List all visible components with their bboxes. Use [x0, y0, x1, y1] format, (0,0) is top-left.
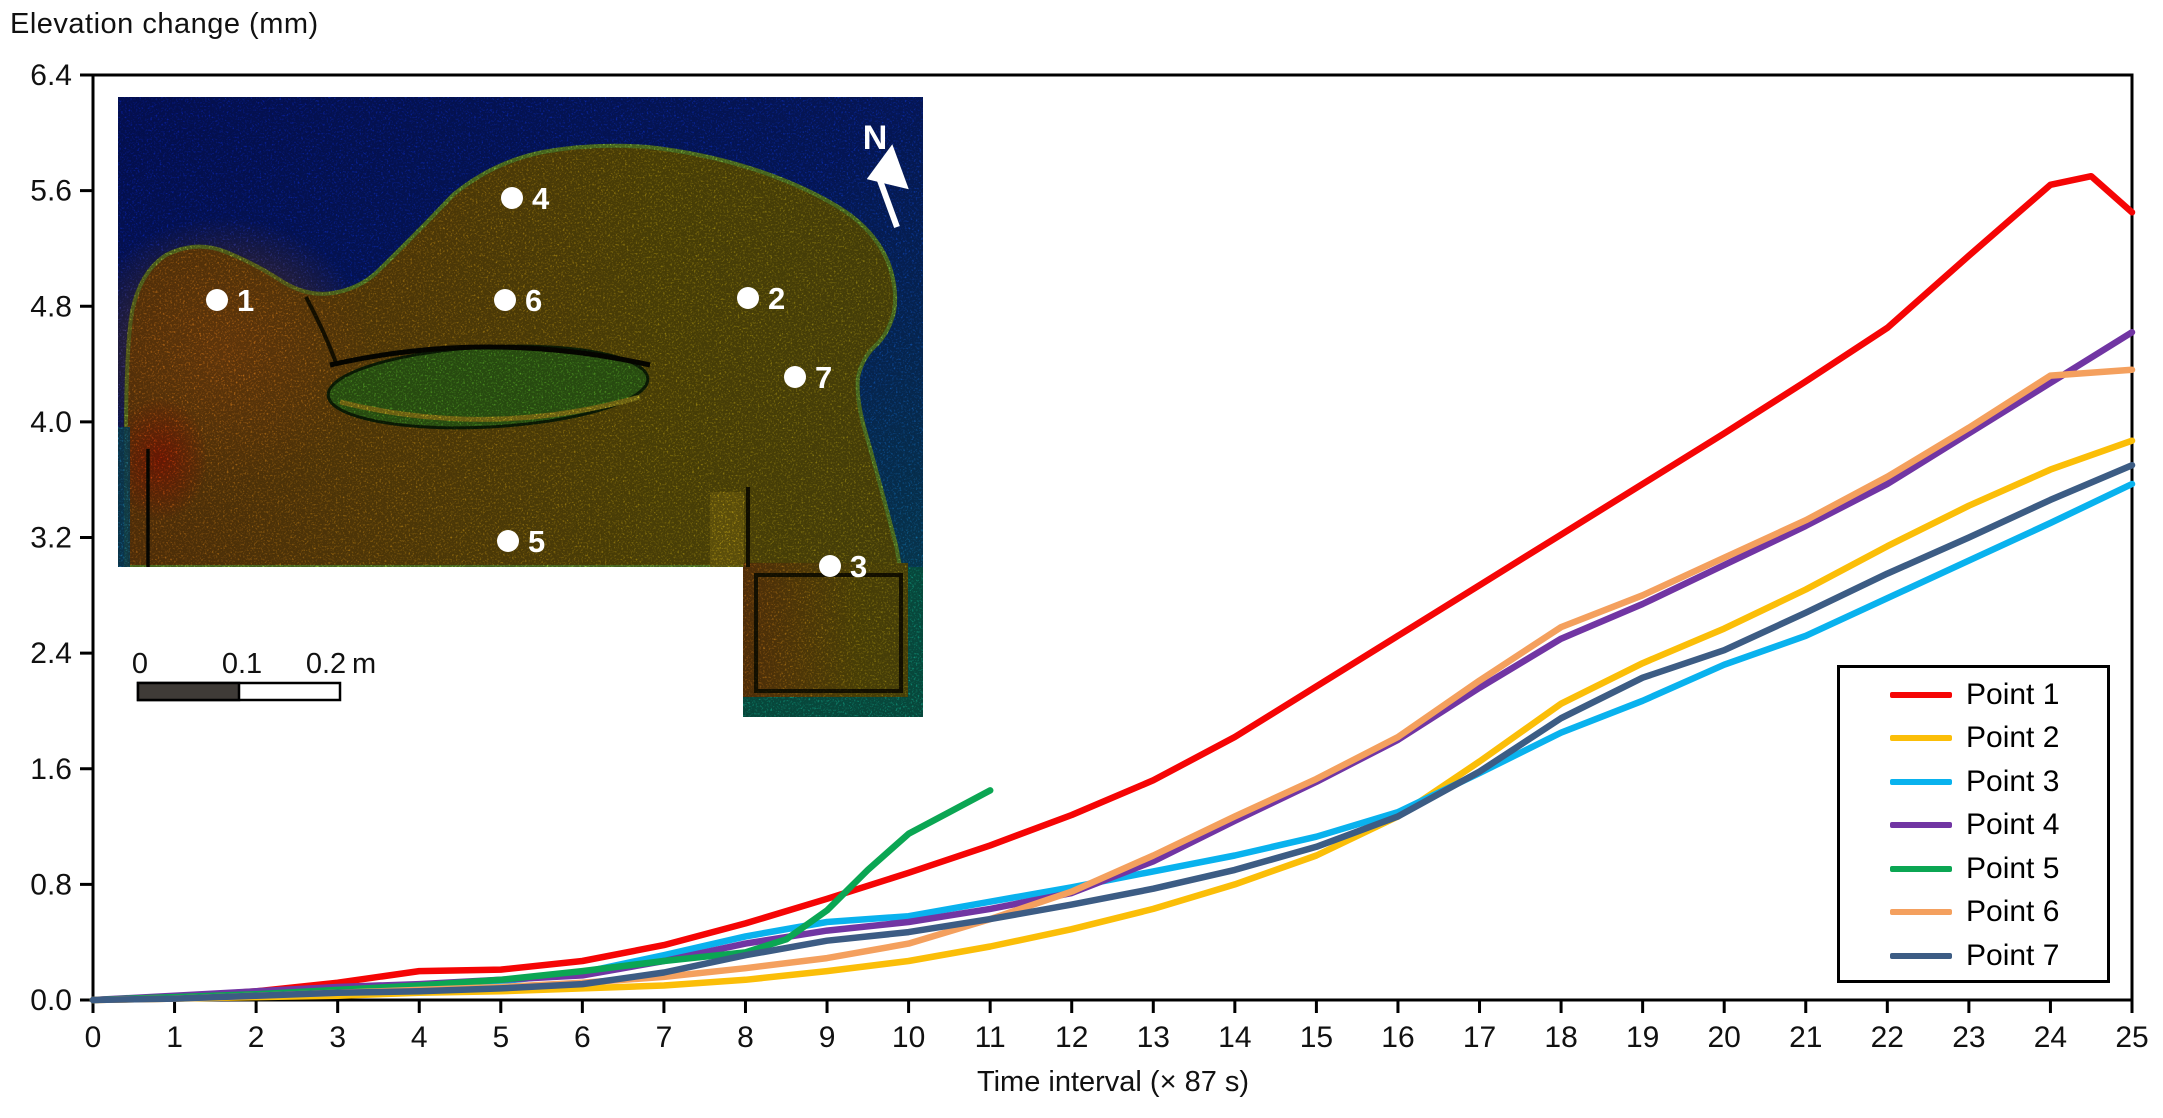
legend-item-point-7: Point 7 — [1840, 934, 2107, 978]
map-point-marker-5 — [497, 530, 519, 552]
legend-label: Point 4 — [1966, 808, 2060, 842]
scale-bar: 0 0.1 0.2 m — [132, 648, 376, 702]
x-tick-label: 18 — [1544, 1021, 1577, 1054]
x-axis-title: Time interval (× 87 s) — [976, 1066, 1250, 1098]
y-tick-label: 2.4 — [30, 637, 72, 670]
x-tick-label: 2 — [248, 1021, 265, 1054]
legend-swatch — [1890, 735, 1952, 742]
map-point-marker-2 — [737, 287, 759, 309]
legend-swatch — [1890, 822, 1952, 829]
legend: Point 1 Point 2 Point 3 Point 4 Point 5 Point… — [1837, 665, 2110, 983]
x-tick-label: 21 — [1789, 1021, 1822, 1054]
x-tick-label: 22 — [1871, 1021, 1904, 1054]
x-tick-label: 19 — [1626, 1021, 1659, 1054]
map-point-label-7: 7 — [815, 360, 832, 395]
x-tick-label: 23 — [1952, 1021, 1985, 1054]
x-tick-label: 8 — [737, 1021, 754, 1054]
x-tick-label: 5 — [492, 1021, 509, 1054]
x-tick-label: 7 — [656, 1021, 673, 1054]
map-point-label-4: 4 — [532, 181, 550, 216]
y-tick-label: 1.6 — [30, 753, 72, 786]
legend-item-point-6: Point 6 — [1840, 891, 2107, 935]
legend-label: Point 2 — [1966, 721, 2060, 755]
map-point-label-5: 5 — [528, 524, 545, 559]
y-tick-label: 4.8 — [30, 290, 72, 323]
y-tick-label: 6.4 — [30, 59, 72, 92]
legend-label: Point 3 — [1966, 764, 2060, 798]
x-tick-label: 10 — [892, 1021, 925, 1054]
inset-dem-map: N 1 2 3 4 5 6 7 0 0.1 0.2 m — [118, 97, 923, 717]
x-tick-label: 20 — [1708, 1021, 1741, 1054]
legend-item-point-1: Point 1 — [1840, 673, 2107, 717]
x-tick-label: 11 — [975, 1021, 1006, 1054]
y-tick-label: 4.0 — [30, 406, 72, 439]
legend-swatch — [1890, 778, 1952, 785]
map-point-marker-6 — [494, 289, 516, 311]
legend-swatch — [1890, 909, 1952, 916]
legend-item-point-4: Point 4 — [1840, 804, 2107, 848]
x-tick-label: 17 — [1463, 1021, 1496, 1054]
svg-text:N: N — [863, 119, 888, 157]
x-tick-label: 0 — [85, 1021, 102, 1054]
map-point-label-2: 2 — [768, 281, 785, 316]
map-art — [118, 97, 923, 717]
legend-item-point-5: Point 5 — [1840, 847, 2107, 891]
legend-swatch — [1890, 952, 1952, 959]
legend-item-point-2: Point 2 — [1840, 717, 2107, 761]
x-tick-label: 1 — [166, 1021, 183, 1054]
x-tick-label: 6 — [574, 1021, 591, 1054]
y-tick-label: 3.2 — [30, 522, 72, 555]
scale-bar-label: 0.2 — [306, 648, 346, 680]
map-point-label-6: 6 — [525, 283, 542, 318]
legend-label: Point 1 — [1966, 677, 2060, 711]
map-point-label-3: 3 — [850, 549, 867, 584]
x-tick-label: 14 — [1218, 1021, 1251, 1054]
x-tick-label: 13 — [1137, 1021, 1170, 1054]
legend-label: Point 5 — [1966, 851, 2060, 885]
x-tick-label: 15 — [1300, 1021, 1333, 1054]
map-point-marker-3 — [819, 555, 841, 577]
y-tick-label: 0.0 — [30, 984, 72, 1017]
map-point-marker-7 — [784, 366, 806, 388]
legend-label: Point 7 — [1966, 938, 2060, 972]
y-axis-title: Elevation change (mm) — [10, 8, 319, 40]
scale-bar-label: 0 — [132, 648, 148, 680]
legend-item-point-3: Point 3 — [1840, 760, 2107, 804]
series-line-point-1 — [89, 172, 2136, 1004]
series-line-point-7 — [89, 461, 2136, 1004]
legend-swatch — [1890, 865, 1952, 872]
x-tick-label: 3 — [329, 1021, 346, 1054]
hillshade-texture — [118, 97, 923, 717]
map-point-label-1: 1 — [237, 283, 254, 318]
y-tick-label: 5.6 — [30, 175, 72, 208]
x-tick-label: 25 — [2115, 1021, 2148, 1054]
scale-bar-unit: m — [352, 648, 376, 680]
x-tick-label: 24 — [2034, 1021, 2067, 1054]
x-tick-label: 16 — [1381, 1021, 1414, 1054]
x-tick-label: 12 — [1055, 1021, 1088, 1054]
map-point-marker-1 — [206, 289, 228, 311]
legend-label: Point 6 — [1966, 895, 2060, 929]
scale-bar-label: 0.1 — [222, 648, 262, 680]
x-tick-label: 4 — [411, 1021, 428, 1054]
legend-swatch — [1890, 691, 1952, 698]
x-tick-label: 9 — [819, 1021, 836, 1054]
map-point-marker-4 — [501, 187, 523, 209]
north-arrow-icon: N — [863, 119, 909, 229]
y-tick-label: 0.8 — [30, 868, 72, 901]
